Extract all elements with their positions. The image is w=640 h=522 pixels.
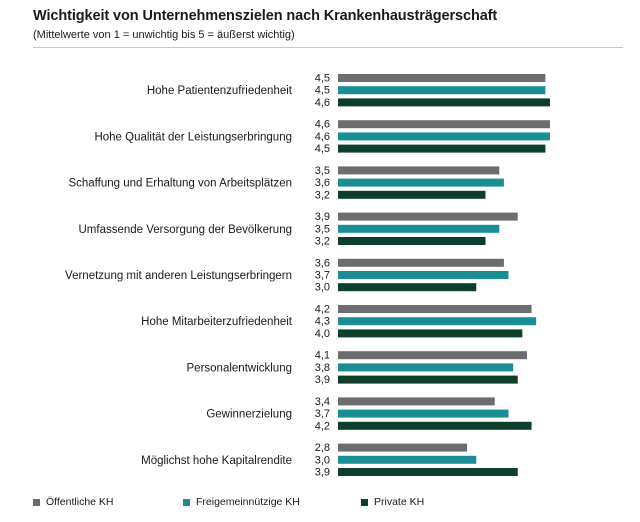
- bar-freigemeinnuetzig-schaffung-und-erhaltung-von-arbeitsplaetzen: [338, 178, 504, 187]
- value-label-oeffentlich-schaffung-und-erhaltung-von-arbeitsplaetzen: 3,5: [315, 165, 330, 177]
- bar-privat-vernetzung-mit-anderen-leistungserbringern: [338, 283, 477, 292]
- bar-privat-hohe-mitarbeiterzufriedenheit: [338, 329, 523, 338]
- value-label-freigemeinnuetzig-hohe-qualitaet-der-leistungserbringung: 4,6: [315, 131, 330, 143]
- bar-freigemeinnuetzig-umfassende-versorgung-der-bevoelkerung: [338, 224, 500, 233]
- category-label-vernetzung-mit-anderen-leistungserbringern: Vernetzung mit anderen Leistungserbringe…: [65, 270, 292, 282]
- value-label-oeffentlich-hohe-mitarbeiterzufriedenheit: 4,2: [315, 304, 330, 316]
- bar-privat-schaffung-und-erhaltung-von-arbeitsplaetzen: [338, 190, 486, 199]
- category-label-hohe-qualitaet-der-leistungserbringung: Hohe Qualität der Leistungserbringung: [94, 131, 292, 143]
- bar-chart: Hohe Patientenzufriedenheit4,54,54,6Hohe…: [65, 73, 550, 479]
- value-label-privat-gewinnerzielung: 4,2: [315, 420, 330, 432]
- legend-item-freigemeinnuetzig: Freigemeinnützige KH: [183, 496, 300, 508]
- category-label-schaffung-und-erhaltung-von-arbeitsplaetzen: Schaffung und Erhaltung von Arbeitsplätz…: [68, 178, 292, 190]
- title-divider: [33, 47, 623, 48]
- category-label-moeglichst-hohe-kapitalrendite: Möglichst hohe Kapitalrendite: [141, 455, 292, 467]
- value-label-privat-umfassende-versorgung-der-bevoelkerung: 3,2: [315, 236, 330, 248]
- legend: Öffentliche KH Freigemeinnützige KH Priv…: [0, 496, 640, 514]
- bar-privat-moeglichst-hohe-kapitalrendite: [338, 468, 518, 476]
- legend-swatch-freigemeinnuetzig: [183, 498, 190, 506]
- bar-freigemeinnuetzig-personalentwicklung: [338, 363, 514, 372]
- value-label-freigemeinnuetzig-umfassende-versorgung-der-bevoelkerung: 3,5: [315, 223, 330, 235]
- value-label-oeffentlich-personalentwicklung: 4,1: [315, 350, 330, 362]
- bar-privat-personalentwicklung: [338, 375, 518, 384]
- category-label-personalentwicklung: Personalentwicklung: [187, 362, 292, 374]
- bar-privat-gewinnerzielung: [338, 421, 532, 430]
- bar-oeffentlich-hohe-qualitaet-der-leistungserbringung: [338, 120, 550, 129]
- value-label-oeffentlich-vernetzung-mit-anderen-leistungserbringern: 3,6: [315, 257, 330, 269]
- value-label-privat-hohe-patientenzufriedenheit: 4,6: [315, 97, 330, 109]
- category-label-umfassende-versorgung-der-bevoelkerung: Umfassende Versorgung der Bevölkerung: [78, 224, 292, 236]
- value-label-privat-personalentwicklung: 3,9: [315, 374, 330, 386]
- bar-oeffentlich-schaffung-und-erhaltung-von-arbeitsplaetzen: [338, 166, 500, 175]
- bar-privat-hohe-qualitaet-der-leistungserbringung: [338, 144, 546, 153]
- legend-swatch-oeffentlich: [33, 498, 40, 506]
- bar-oeffentlich-umfassende-versorgung-der-bevoelkerung: [338, 212, 518, 221]
- bar-freigemeinnuetzig-moeglichst-hohe-kapitalrendite: [338, 455, 477, 464]
- category-label-hohe-mitarbeiterzufriedenheit: Hohe Mitarbeiterzufriedenheit: [141, 316, 293, 328]
- value-label-privat-vernetzung-mit-anderen-leistungserbringern: 3,0: [315, 282, 330, 294]
- value-label-freigemeinnuetzig-vernetzung-mit-anderen-leistungserbringern: 3,7: [315, 270, 330, 282]
- value-label-privat-hohe-mitarbeiterzufriedenheit: 4,0: [315, 328, 330, 340]
- value-label-freigemeinnuetzig-gewinnerzielung: 3,7: [315, 408, 330, 420]
- bar-freigemeinnuetzig-hohe-patientenzufriedenheit: [338, 86, 546, 95]
- value-label-privat-hohe-qualitaet-der-leistungserbringung: 4,5: [315, 143, 330, 155]
- value-label-oeffentlich-umfassende-versorgung-der-bevoelkerung: 3,9: [315, 211, 330, 223]
- legend-label-privat: Private KH: [374, 496, 425, 508]
- category-label-hohe-patientenzufriedenheit: Hohe Patientenzufriedenheit: [147, 85, 293, 97]
- bar-oeffentlich-personalentwicklung: [338, 351, 527, 360]
- bar-privat-hohe-patientenzufriedenheit: [338, 98, 550, 107]
- bar-freigemeinnuetzig-hohe-qualitaet-der-leistungserbringung: [338, 132, 550, 141]
- category-label-gewinnerzielung: Gewinnerzielung: [206, 409, 292, 421]
- value-label-freigemeinnuetzig-moeglichst-hohe-kapitalrendite: 3,0: [315, 454, 330, 466]
- value-label-privat-schaffung-und-erhaltung-von-arbeitsplaetzen: 3,2: [315, 189, 330, 201]
- bar-oeffentlich-gewinnerzielung: [338, 397, 495, 406]
- bar-oeffentlich-vernetzung-mit-anderen-leistungserbringern: [338, 258, 504, 267]
- value-label-freigemeinnuetzig-schaffung-und-erhaltung-von-arbeitsplaetzen: 3,6: [315, 177, 330, 189]
- legend-swatch-privat: [361, 498, 368, 506]
- legend-item-oeffentlich: Öffentliche KH: [33, 496, 114, 508]
- bar-oeffentlich-hohe-patientenzufriedenheit: [338, 74, 546, 82]
- bar-oeffentlich-moeglichst-hohe-kapitalrendite: [338, 443, 468, 452]
- value-label-oeffentlich-gewinnerzielung: 3,4: [315, 396, 330, 408]
- bar-privat-umfassende-versorgung-der-bevoelkerung: [338, 237, 486, 245]
- bar-oeffentlich-hohe-mitarbeiterzufriedenheit: [338, 305, 532, 313]
- value-label-oeffentlich-hohe-qualitaet-der-leistungserbringung: 4,6: [315, 119, 330, 131]
- chart-subtitle: (Mittelwerte von 1 = unwichtig bis 5 = ä…: [33, 29, 295, 41]
- bar-freigemeinnuetzig-gewinnerzielung: [338, 409, 509, 418]
- value-label-privat-moeglichst-hohe-kapitalrendite: 3,9: [315, 467, 330, 479]
- chart-title: Wichtigkeit von Unternehmenszielen nach …: [33, 8, 498, 24]
- value-label-freigemeinnuetzig-hohe-mitarbeiterzufriedenheit: 4,3: [315, 316, 330, 328]
- value-label-oeffentlich-moeglichst-hohe-kapitalrendite: 2,8: [315, 442, 330, 454]
- value-label-freigemeinnuetzig-personalentwicklung: 3,8: [315, 362, 330, 374]
- legend-label-freigemeinnuetzig: Freigemeinnützige KH: [196, 496, 300, 508]
- legend-item-privat: Private KH: [361, 496, 424, 508]
- value-label-freigemeinnuetzig-hohe-patientenzufriedenheit: 4,5: [315, 85, 330, 97]
- bar-freigemeinnuetzig-hohe-mitarbeiterzufriedenheit: [338, 317, 537, 326]
- bar-freigemeinnuetzig-vernetzung-mit-anderen-leistungserbringern: [338, 271, 509, 279]
- legend-label-oeffentlich: Öffentliche KH: [46, 496, 114, 508]
- value-label-oeffentlich-hohe-patientenzufriedenheit: 4,5: [315, 73, 330, 85]
